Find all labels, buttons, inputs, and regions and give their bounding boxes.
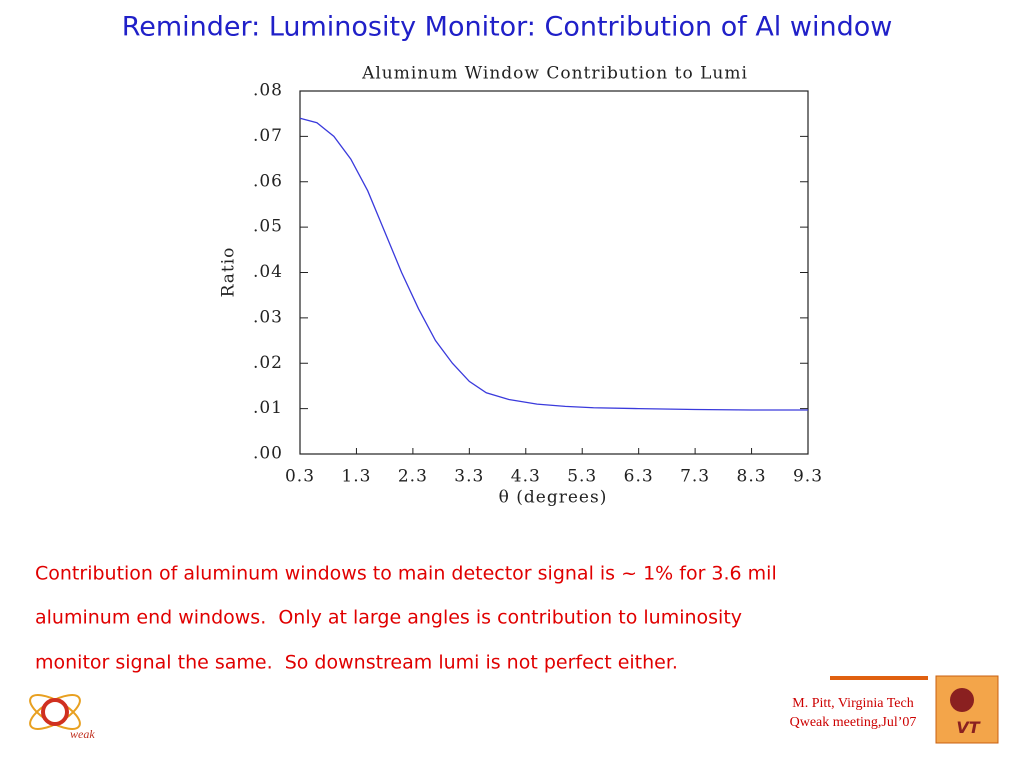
slide-title: Reminder: Luminosity Monitor: Contributi… [122, 12, 893, 43]
x-tick-label: 9.3 [793, 467, 823, 487]
logo-text: VT [956, 718, 980, 737]
footer-meeting: Qweak meeting,Jul’07 [790, 715, 917, 730]
y-tick-label: .03 [253, 307, 283, 327]
x-tick-label: 4.3 [511, 467, 541, 487]
x-tick-label: 2.3 [398, 467, 428, 487]
y-tick-label: .08 [253, 81, 283, 101]
x-tick-label: 0.3 [285, 467, 315, 487]
y-tick-label: .04 [253, 262, 283, 282]
x-tick-label: 6.3 [624, 467, 654, 487]
y-tick-label: .05 [253, 217, 283, 237]
x-tick-label: 3.3 [454, 467, 484, 487]
y-tick-label: .07 [253, 126, 283, 146]
data-line [299, 117, 808, 411]
body-text: Contribution of aluminum windows to main… [35, 563, 777, 585]
y-tick-label: .01 [253, 398, 283, 418]
body-text: aluminum end windows. Only at large angl… [35, 607, 742, 629]
x-tick-label: 7.3 [680, 467, 710, 487]
x-axis-label: θ (degrees) [499, 488, 608, 508]
y-tick-label: .06 [253, 171, 283, 191]
footer-author: M. Pitt, Virginia Tech [792, 696, 913, 711]
qweak-logo: weak [29, 694, 95, 741]
vt-logo: VT [935, 675, 999, 744]
logo-text: weak [70, 727, 95, 741]
body-text: monitor signal the same. So downstream l… [35, 652, 678, 674]
x-tick-label: 1.3 [341, 467, 371, 487]
x-tick-label: 8.3 [737, 467, 767, 487]
y-tick-label: .02 [253, 353, 283, 373]
chart-title: Aluminum Window Contribution to Lumi [361, 64, 748, 84]
x-tick-label: 5.3 [567, 467, 597, 487]
plot-frame [299, 90, 809, 455]
y-tick-label: .00 [253, 444, 283, 464]
y-axis-label: Ratio [219, 247, 239, 298]
